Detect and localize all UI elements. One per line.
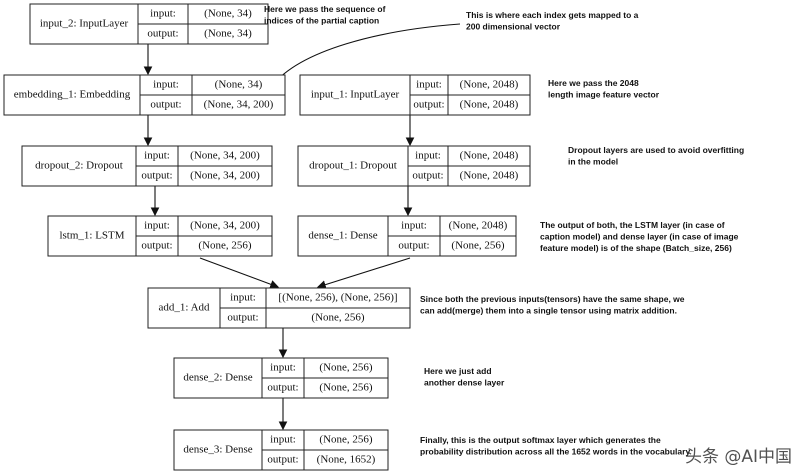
input-shape: (None, 2048)	[460, 79, 519, 91]
value-cell	[303, 377, 389, 399]
arrow	[199, 257, 280, 289]
annotation: can add(merge) them into a single tensor…	[420, 306, 677, 316]
annotation: The output of both, the LSTM layer (in c…	[540, 220, 725, 230]
name-cell	[47, 215, 137, 257]
layer-name: input_1: InputLayer	[311, 89, 400, 101]
name-cell	[29, 3, 139, 45]
output-label: output:	[412, 170, 443, 182]
annotation: length image feature vector	[548, 90, 660, 100]
input-label: input:	[415, 150, 441, 162]
value-cell	[177, 235, 273, 257]
name-cell	[147, 287, 221, 329]
annotation: in the model	[568, 157, 618, 167]
input-shape: (None, 34, 200)	[190, 150, 260, 162]
value-cell	[447, 94, 531, 116]
output-shape: (None, 256)	[311, 312, 364, 324]
input-label: input:	[230, 292, 256, 304]
output-shape: (None, 34)	[204, 28, 252, 40]
output-shape: (None, 256)	[198, 240, 251, 252]
input-shape: [(None, 256), (None, 256)]	[278, 292, 397, 304]
input-shape: (None, 34)	[204, 8, 252, 20]
output-shape: (None, 1652)	[317, 454, 376, 466]
layer-node: dropout_2: Dropout input: output: (None, 34…	[21, 145, 273, 187]
layer-name: add_1: Add	[158, 302, 210, 314]
output-shape: (None, 34, 200)	[190, 170, 260, 182]
input-shape: (None, 34, 200)	[190, 220, 260, 232]
input-label: input:	[270, 362, 296, 374]
input-label: input:	[270, 434, 296, 446]
output-label: output:	[141, 170, 172, 182]
annotation: Here we pass the 2048	[548, 78, 639, 88]
name-cell	[299, 74, 411, 116]
layer-node: dense_2: Dense input: output: (None, 256) (N…	[173, 357, 389, 399]
layer-name: dropout_2: Dropout	[35, 160, 123, 172]
input-label: input:	[144, 150, 170, 162]
layer-name: input_2: InputLayer	[40, 18, 129, 30]
annotation: Dropout layers are used to avoid overfit…	[568, 145, 744, 155]
input-label: input:	[144, 220, 170, 232]
output-label: output:	[227, 312, 258, 324]
watermark: 头条 @AI中国	[685, 447, 792, 467]
output-label: output:	[413, 99, 444, 111]
annotation: This is where each index gets mapped to …	[466, 10, 639, 20]
output-shape: (None, 2048)	[460, 170, 519, 182]
annotation: Here we just add	[424, 366, 492, 376]
annotation: Finally, this is the output softmax laye…	[420, 435, 661, 445]
layer-name: dense_3: Dense	[183, 444, 252, 456]
output-shape: (None, 256)	[319, 382, 372, 394]
layer-node: input_2: InputLayer input: output: (None, 3…	[29, 3, 269, 45]
input-shape: (None, 2048)	[449, 220, 508, 232]
input-label: input:	[150, 8, 176, 20]
output-shape: (None, 34, 200)	[204, 99, 274, 111]
arrow	[316, 257, 411, 289]
output-label: output:	[147, 28, 178, 40]
input-shape: (None, 256)	[319, 362, 372, 374]
value-cell	[447, 165, 531, 187]
input-label: input:	[153, 79, 179, 91]
layer-node: dense_1: Dense input: output: (None, 2048) (…	[297, 215, 517, 257]
layer-node: add_1: Add input: output: [(None, 256), (No…	[147, 287, 411, 329]
annotation: another dense layer	[424, 378, 505, 388]
output-label: output:	[150, 99, 181, 111]
output-label: output:	[398, 240, 429, 252]
input-label: input:	[416, 79, 442, 91]
name-cell	[3, 74, 141, 116]
annotation: Here we pass the sequence of	[264, 4, 386, 14]
output-label: output:	[267, 382, 298, 394]
arrow	[271, 23, 461, 87]
annotation: indices of the partial caption	[264, 16, 379, 26]
value-cell	[303, 449, 389, 471]
annotation: caption model) and dense layer (in case …	[540, 232, 739, 242]
layer-name: lstm_1: LSTM	[59, 230, 124, 242]
input-shape: (None, 256)	[319, 434, 372, 446]
annotation: probability distribution across all the …	[420, 447, 690, 457]
annotation: feature model) is of the shape (Batch_si…	[540, 243, 732, 253]
output-shape: (None, 2048)	[460, 99, 519, 111]
layer-node: dense_3: Dense input: output: (None, 256) (N…	[173, 429, 389, 471]
layer-node: lstm_1: LSTM input: output: (None, 34, 200)…	[47, 215, 273, 257]
annotation: 200 dimensional vector	[466, 22, 561, 32]
output-label: output:	[141, 240, 172, 252]
layer-node: embedding_1: Embedding input: output: (None…	[3, 74, 286, 116]
value-cell	[187, 23, 269, 45]
value-cell	[177, 165, 273, 187]
layer-node: dropout_1: Dropout input: output: (None, 20…	[297, 145, 531, 187]
layer-node: input_1: InputLayer input: output: (None, 2…	[299, 74, 531, 116]
input-label: input:	[401, 220, 427, 232]
annotation: Since both the previous inputs(tensors) …	[420, 294, 685, 304]
layer-name: embedding_1: Embedding	[14, 89, 131, 101]
output-shape: (None, 256)	[451, 240, 504, 252]
value-cell	[191, 94, 286, 116]
layer-name: dropout_1: Dropout	[309, 160, 397, 172]
value-cell	[265, 307, 411, 329]
name-cell	[21, 145, 137, 187]
value-cell	[439, 235, 517, 257]
layer-name: dense_1: Dense	[308, 230, 377, 242]
input-shape: (None, 2048)	[460, 150, 519, 162]
output-label: output:	[267, 454, 298, 466]
input-shape: (None, 34)	[215, 79, 263, 91]
layer-name: dense_2: Dense	[183, 372, 252, 384]
